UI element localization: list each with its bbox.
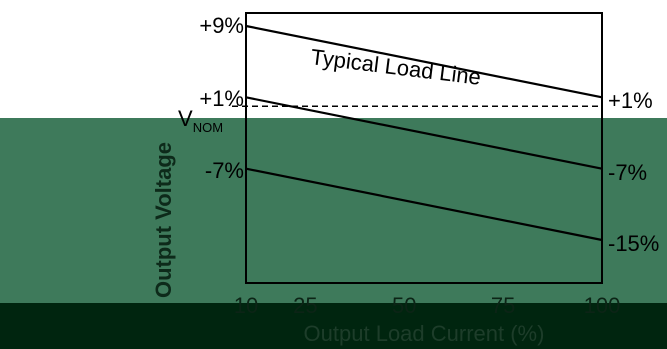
series-line-0 xyxy=(245,24,603,99)
right-tick-label-plus1: +1% xyxy=(608,88,653,113)
plot-frame xyxy=(245,12,603,284)
background-band-green xyxy=(0,118,667,303)
x-tick-label-1: 25 xyxy=(293,293,317,318)
series-group xyxy=(245,24,603,242)
x-tick-label-0: 10 xyxy=(234,293,258,318)
x-tick-labels: 10 25 50 75 100 xyxy=(234,293,621,318)
x-tick-label-3: 75 xyxy=(491,293,515,318)
right-tick-label-minus15: -15% xyxy=(608,231,659,256)
left-tick-label-plus1: +1% xyxy=(199,86,244,111)
y-axis-label: Output Voltage xyxy=(151,142,176,298)
left-tick-label-plus9: +9% xyxy=(199,13,244,38)
left-tick-label-minus7: -7% xyxy=(205,158,244,183)
vnom-label: VNOM xyxy=(178,106,223,135)
x-axis-label: Output Load Current (%) xyxy=(304,321,545,346)
series-line-2 xyxy=(245,167,603,242)
series-line-1 xyxy=(245,96,603,170)
x-tick-label-4: 100 xyxy=(584,293,621,318)
typical-load-line-annotation: Typical Load Line xyxy=(309,44,482,90)
right-tick-label-minus7: -7% xyxy=(608,160,647,185)
x-tick-label-2: 50 xyxy=(392,293,416,318)
background-band-dark xyxy=(0,303,667,349)
